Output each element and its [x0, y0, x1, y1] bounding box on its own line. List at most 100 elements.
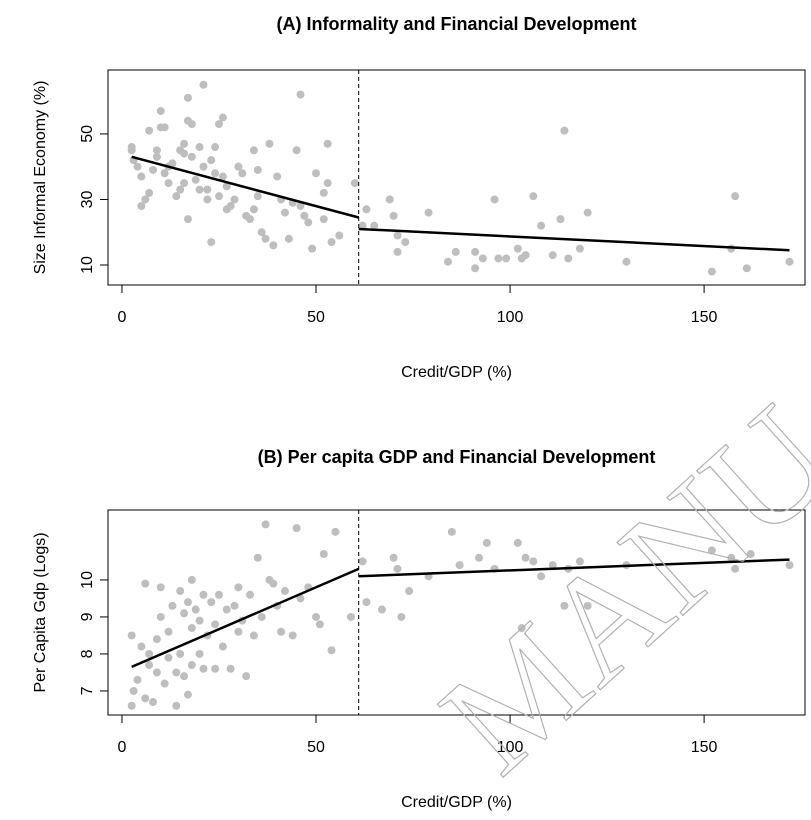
point — [575, 557, 584, 566]
point — [211, 620, 220, 629]
point — [269, 241, 278, 250]
point — [172, 668, 181, 677]
point — [257, 612, 266, 621]
point — [319, 215, 328, 224]
point — [560, 126, 569, 135]
point — [296, 90, 305, 99]
point — [273, 172, 282, 181]
point — [447, 527, 456, 536]
point — [172, 192, 181, 201]
point — [149, 698, 158, 707]
point — [187, 575, 196, 584]
point — [502, 254, 511, 263]
point — [327, 238, 336, 247]
point — [222, 605, 231, 614]
point — [160, 679, 169, 688]
point — [362, 598, 371, 607]
point — [253, 165, 262, 174]
fit-line — [358, 558, 790, 578]
y-tick-label: 50 — [79, 125, 96, 143]
point — [529, 557, 538, 566]
point — [191, 605, 200, 614]
point — [358, 221, 367, 230]
point — [261, 520, 270, 529]
y-tick-label: 9 — [79, 612, 96, 621]
point — [389, 211, 398, 220]
point — [222, 182, 231, 191]
point — [385, 195, 394, 204]
point — [214, 590, 223, 599]
y-tick-label: 8 — [79, 649, 96, 658]
y-tick-label: 10 — [79, 571, 96, 589]
point — [265, 139, 274, 148]
point — [218, 113, 227, 122]
point — [187, 661, 196, 670]
point — [393, 564, 402, 573]
point — [168, 601, 177, 610]
point — [180, 609, 189, 618]
fit-line — [358, 227, 790, 252]
point — [280, 587, 289, 596]
point — [199, 590, 208, 599]
point — [152, 635, 161, 644]
point — [203, 185, 212, 194]
point — [746, 550, 755, 559]
point — [257, 228, 266, 237]
point — [164, 653, 173, 662]
point — [218, 172, 227, 181]
point — [127, 631, 136, 640]
point — [529, 192, 538, 201]
point — [246, 590, 255, 599]
point — [187, 120, 196, 129]
point — [234, 627, 243, 636]
point — [234, 162, 243, 171]
point — [160, 169, 169, 178]
point — [397, 612, 406, 621]
point — [180, 139, 189, 148]
point — [315, 620, 324, 629]
fit-line — [131, 567, 360, 669]
point — [393, 231, 402, 240]
point — [350, 179, 359, 188]
point — [133, 675, 142, 684]
point — [622, 257, 631, 266]
point — [226, 664, 235, 673]
point — [183, 598, 192, 607]
x-axis-label: Credit/GDP (%) — [401, 364, 512, 381]
point — [152, 146, 161, 155]
y-tick-label: 30 — [79, 190, 96, 208]
point — [156, 106, 165, 115]
point — [141, 694, 150, 703]
point — [331, 527, 340, 536]
point — [312, 169, 321, 178]
point — [424, 208, 433, 217]
x-tick-label: 100 — [497, 309, 524, 326]
y-axis-label: Size Informal Economy (%) — [32, 81, 49, 275]
point — [323, 139, 332, 148]
point — [471, 264, 480, 273]
point — [583, 208, 592, 217]
point — [218, 642, 227, 651]
point — [187, 624, 196, 633]
point — [214, 192, 223, 201]
point — [451, 247, 460, 256]
point — [211, 169, 220, 178]
point — [548, 561, 557, 570]
point — [319, 550, 328, 559]
point — [405, 587, 414, 596]
point — [731, 192, 740, 201]
chart-title: (A) Informality and Financial Developmen… — [276, 14, 636, 34]
point — [785, 561, 794, 570]
point — [742, 264, 751, 273]
point — [308, 244, 317, 253]
point — [494, 254, 503, 263]
point — [513, 244, 522, 253]
point — [160, 123, 169, 132]
point — [304, 218, 313, 227]
x-tick-label: 0 — [118, 309, 127, 326]
point — [261, 234, 270, 243]
point — [377, 605, 386, 614]
point — [249, 631, 258, 640]
point — [537, 221, 546, 230]
point — [199, 80, 208, 89]
